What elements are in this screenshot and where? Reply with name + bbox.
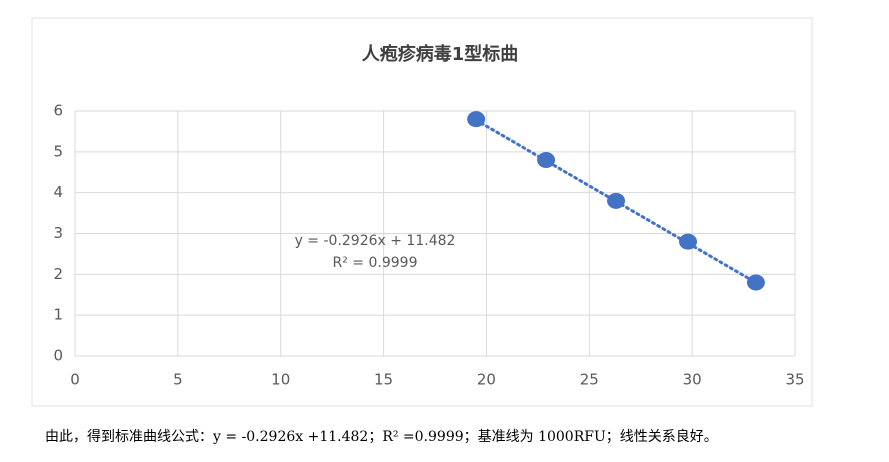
y-tick-label: 6 bbox=[53, 102, 63, 120]
chart-title: 人疱疹病毒1型标曲 bbox=[362, 43, 519, 65]
trend-r2: R² = 0.9999 bbox=[333, 255, 418, 271]
y-tick-label: 4 bbox=[53, 183, 63, 201]
x-tick-label: 35 bbox=[785, 371, 804, 389]
point bbox=[746, 274, 765, 291]
chart: 人疱疹病毒1型标曲 0 1 2 3 4 5 6 0 5 10 15 20 25 30 35 y = -0.29… bbox=[31, 17, 813, 407]
y-tick-label: 3 bbox=[53, 224, 63, 242]
x-tick-label: 25 bbox=[580, 371, 599, 389]
point bbox=[467, 111, 486, 128]
x-tick-label: 30 bbox=[683, 371, 702, 389]
chart-frame bbox=[31, 17, 813, 407]
y-tick-label: 1 bbox=[53, 306, 63, 324]
point bbox=[537, 152, 556, 168]
x-tick-label: 10 bbox=[271, 371, 290, 389]
point bbox=[679, 233, 698, 250]
x-tick-label: 20 bbox=[477, 371, 496, 389]
x-tick-label: 15 bbox=[374, 371, 393, 389]
y-tick-label: 0 bbox=[53, 347, 63, 365]
y-tick-label: 5 bbox=[53, 142, 63, 160]
caption: 由此，得到标准曲线公式：y = -0.2926x +11.482；R² =0.9… bbox=[45, 429, 718, 445]
trend-equation: y = -0.2926x + 11.482 bbox=[295, 233, 456, 249]
point bbox=[607, 192, 626, 209]
x-tick-label: 0 bbox=[70, 371, 80, 389]
x-tick-label: 5 bbox=[173, 371, 183, 389]
y-tick-label: 2 bbox=[53, 265, 63, 283]
